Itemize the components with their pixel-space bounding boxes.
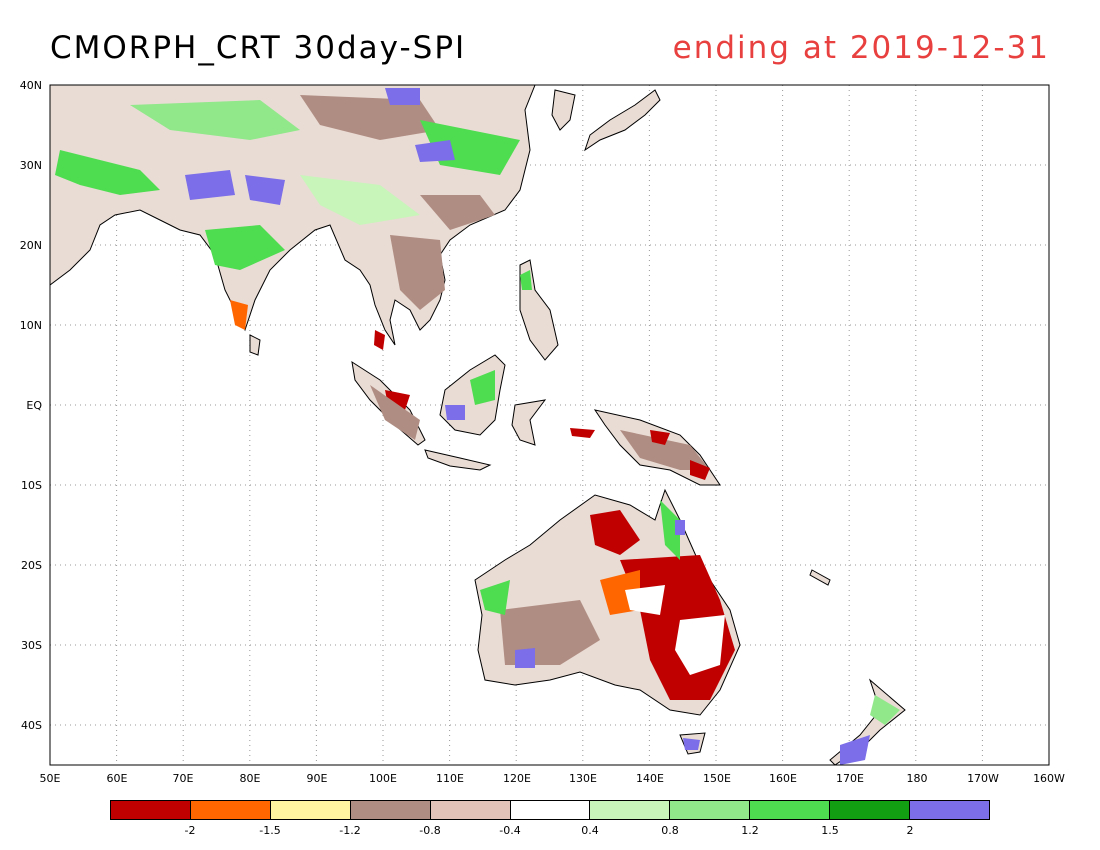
colorbar-swatch: [590, 801, 671, 819]
map-border: [49, 84, 1050, 766]
lat-tick-label: 20S: [21, 559, 42, 572]
lat-tick-label: 40S: [21, 719, 42, 732]
lon-tick-label: 70E: [172, 772, 194, 785]
spi-patch: [130, 100, 300, 140]
lon-tick-label: 170W: [967, 772, 999, 785]
lat-tick-label: 10S: [21, 479, 42, 492]
spi-patch: [870, 695, 900, 725]
spi-patch: [675, 615, 725, 675]
spi-patch: [620, 430, 710, 470]
colorbar-tick-label: -0.4: [499, 824, 521, 837]
lon-tick-label: 50E: [39, 772, 61, 785]
lat-tick-label: 30N: [19, 159, 42, 172]
spi-patch: [390, 235, 445, 310]
lon-tick-label: 180: [906, 772, 928, 785]
colorbar-swatch: [750, 801, 831, 819]
lon-tick-label: 160W: [1033, 772, 1065, 785]
spi-patch: [675, 520, 685, 535]
lon-tick-label: 150E: [703, 772, 731, 785]
spi-patch: [480, 580, 510, 615]
lon-tick-label: 170E: [836, 772, 864, 785]
lon-tick-label: 140E: [636, 772, 664, 785]
spi-patch: [660, 500, 680, 560]
spi-patch: [570, 428, 595, 438]
colorbar-tick-label: -0.8: [419, 824, 441, 837]
spi-patch: [840, 735, 870, 765]
colorbar-swatch: [830, 801, 911, 819]
colorbar-tick-label: 2: [906, 824, 914, 837]
spi-patch: [415, 140, 455, 162]
colorbar-swatch: [111, 801, 191, 819]
lon-tick-label: 90E: [306, 772, 328, 785]
colorbar-swatch: [910, 801, 989, 819]
lat-tick-label: 40N: [19, 79, 42, 92]
colorbar-swatch: [350, 801, 431, 819]
lon-tick-label: 60E: [106, 772, 128, 785]
map-title: CMORPH_CRT 30day-SPI: [50, 30, 467, 66]
lat-tick-label: 10N: [19, 319, 42, 332]
colorbar-swatch: [670, 801, 751, 819]
sulawesi-landmass: [511, 399, 547, 446]
spi-patch: [520, 270, 532, 290]
spi-patch: [500, 600, 600, 665]
borneo-landmass: [439, 354, 506, 436]
spi-patch: [55, 150, 160, 195]
colorbar-tick-label: -1.5: [259, 824, 281, 837]
spi-patch: [515, 648, 535, 668]
spi-patch: [420, 120, 520, 175]
lon-tick-label: 100E: [369, 772, 397, 785]
spi-patch: [300, 175, 420, 225]
java-landmass: [424, 449, 492, 471]
spi-patch: [385, 88, 420, 105]
colorbar-swatch: [430, 801, 511, 819]
spi-patch: [370, 385, 420, 440]
spi-patch: [445, 405, 465, 420]
spi-patch: [205, 225, 285, 270]
colorbar-swatch: [190, 801, 271, 819]
spi-patch: [683, 738, 700, 750]
lon-tick-label: 110E: [436, 772, 464, 785]
colorbar-swatch: [510, 801, 591, 819]
lon-tick-label: 130E: [569, 772, 597, 785]
japan-landmass: [584, 89, 661, 152]
newcaledonia-landmass: [809, 569, 831, 586]
spi-patch: [420, 195, 495, 230]
map-subtitle: ending at 2019-12-31: [672, 30, 1050, 66]
lat-tick-label: EQ: [26, 399, 42, 412]
colorbar-tick-label: 1.2: [741, 824, 759, 837]
spi-patches: [55, 88, 900, 765]
korea-landmass: [551, 89, 576, 131]
colorbar: [110, 800, 990, 820]
spi-patch: [590, 510, 640, 555]
srilanka-landmass: [249, 334, 261, 356]
land-masses: [49, 84, 906, 766]
lat-tick-label: 20N: [19, 239, 42, 252]
lat-tick-label: 30S: [21, 639, 42, 652]
spi-patch: [300, 95, 440, 140]
spi-patch: [374, 330, 385, 350]
colorbar-tick-label: 0.8: [661, 824, 679, 837]
colorbar-tick-label: -1.2: [339, 824, 361, 837]
spi-patch: [625, 585, 665, 615]
colorbar-tick-label: 1.5: [821, 824, 839, 837]
colorbar-tick-label: 0.4: [581, 824, 599, 837]
colorbar-tick-label: -2: [184, 824, 196, 837]
spi-patch: [185, 170, 235, 200]
spi-patch: [690, 460, 710, 480]
spi-patch: [470, 370, 495, 405]
spi-patch: [245, 175, 285, 205]
lon-tick-label: 160E: [769, 772, 797, 785]
colorbar-swatch: [270, 801, 351, 819]
lon-tick-label: 120E: [503, 772, 531, 785]
lon-tick-label: 80E: [239, 772, 261, 785]
spi-patch: [230, 300, 248, 330]
spi-patch: [650, 430, 670, 445]
